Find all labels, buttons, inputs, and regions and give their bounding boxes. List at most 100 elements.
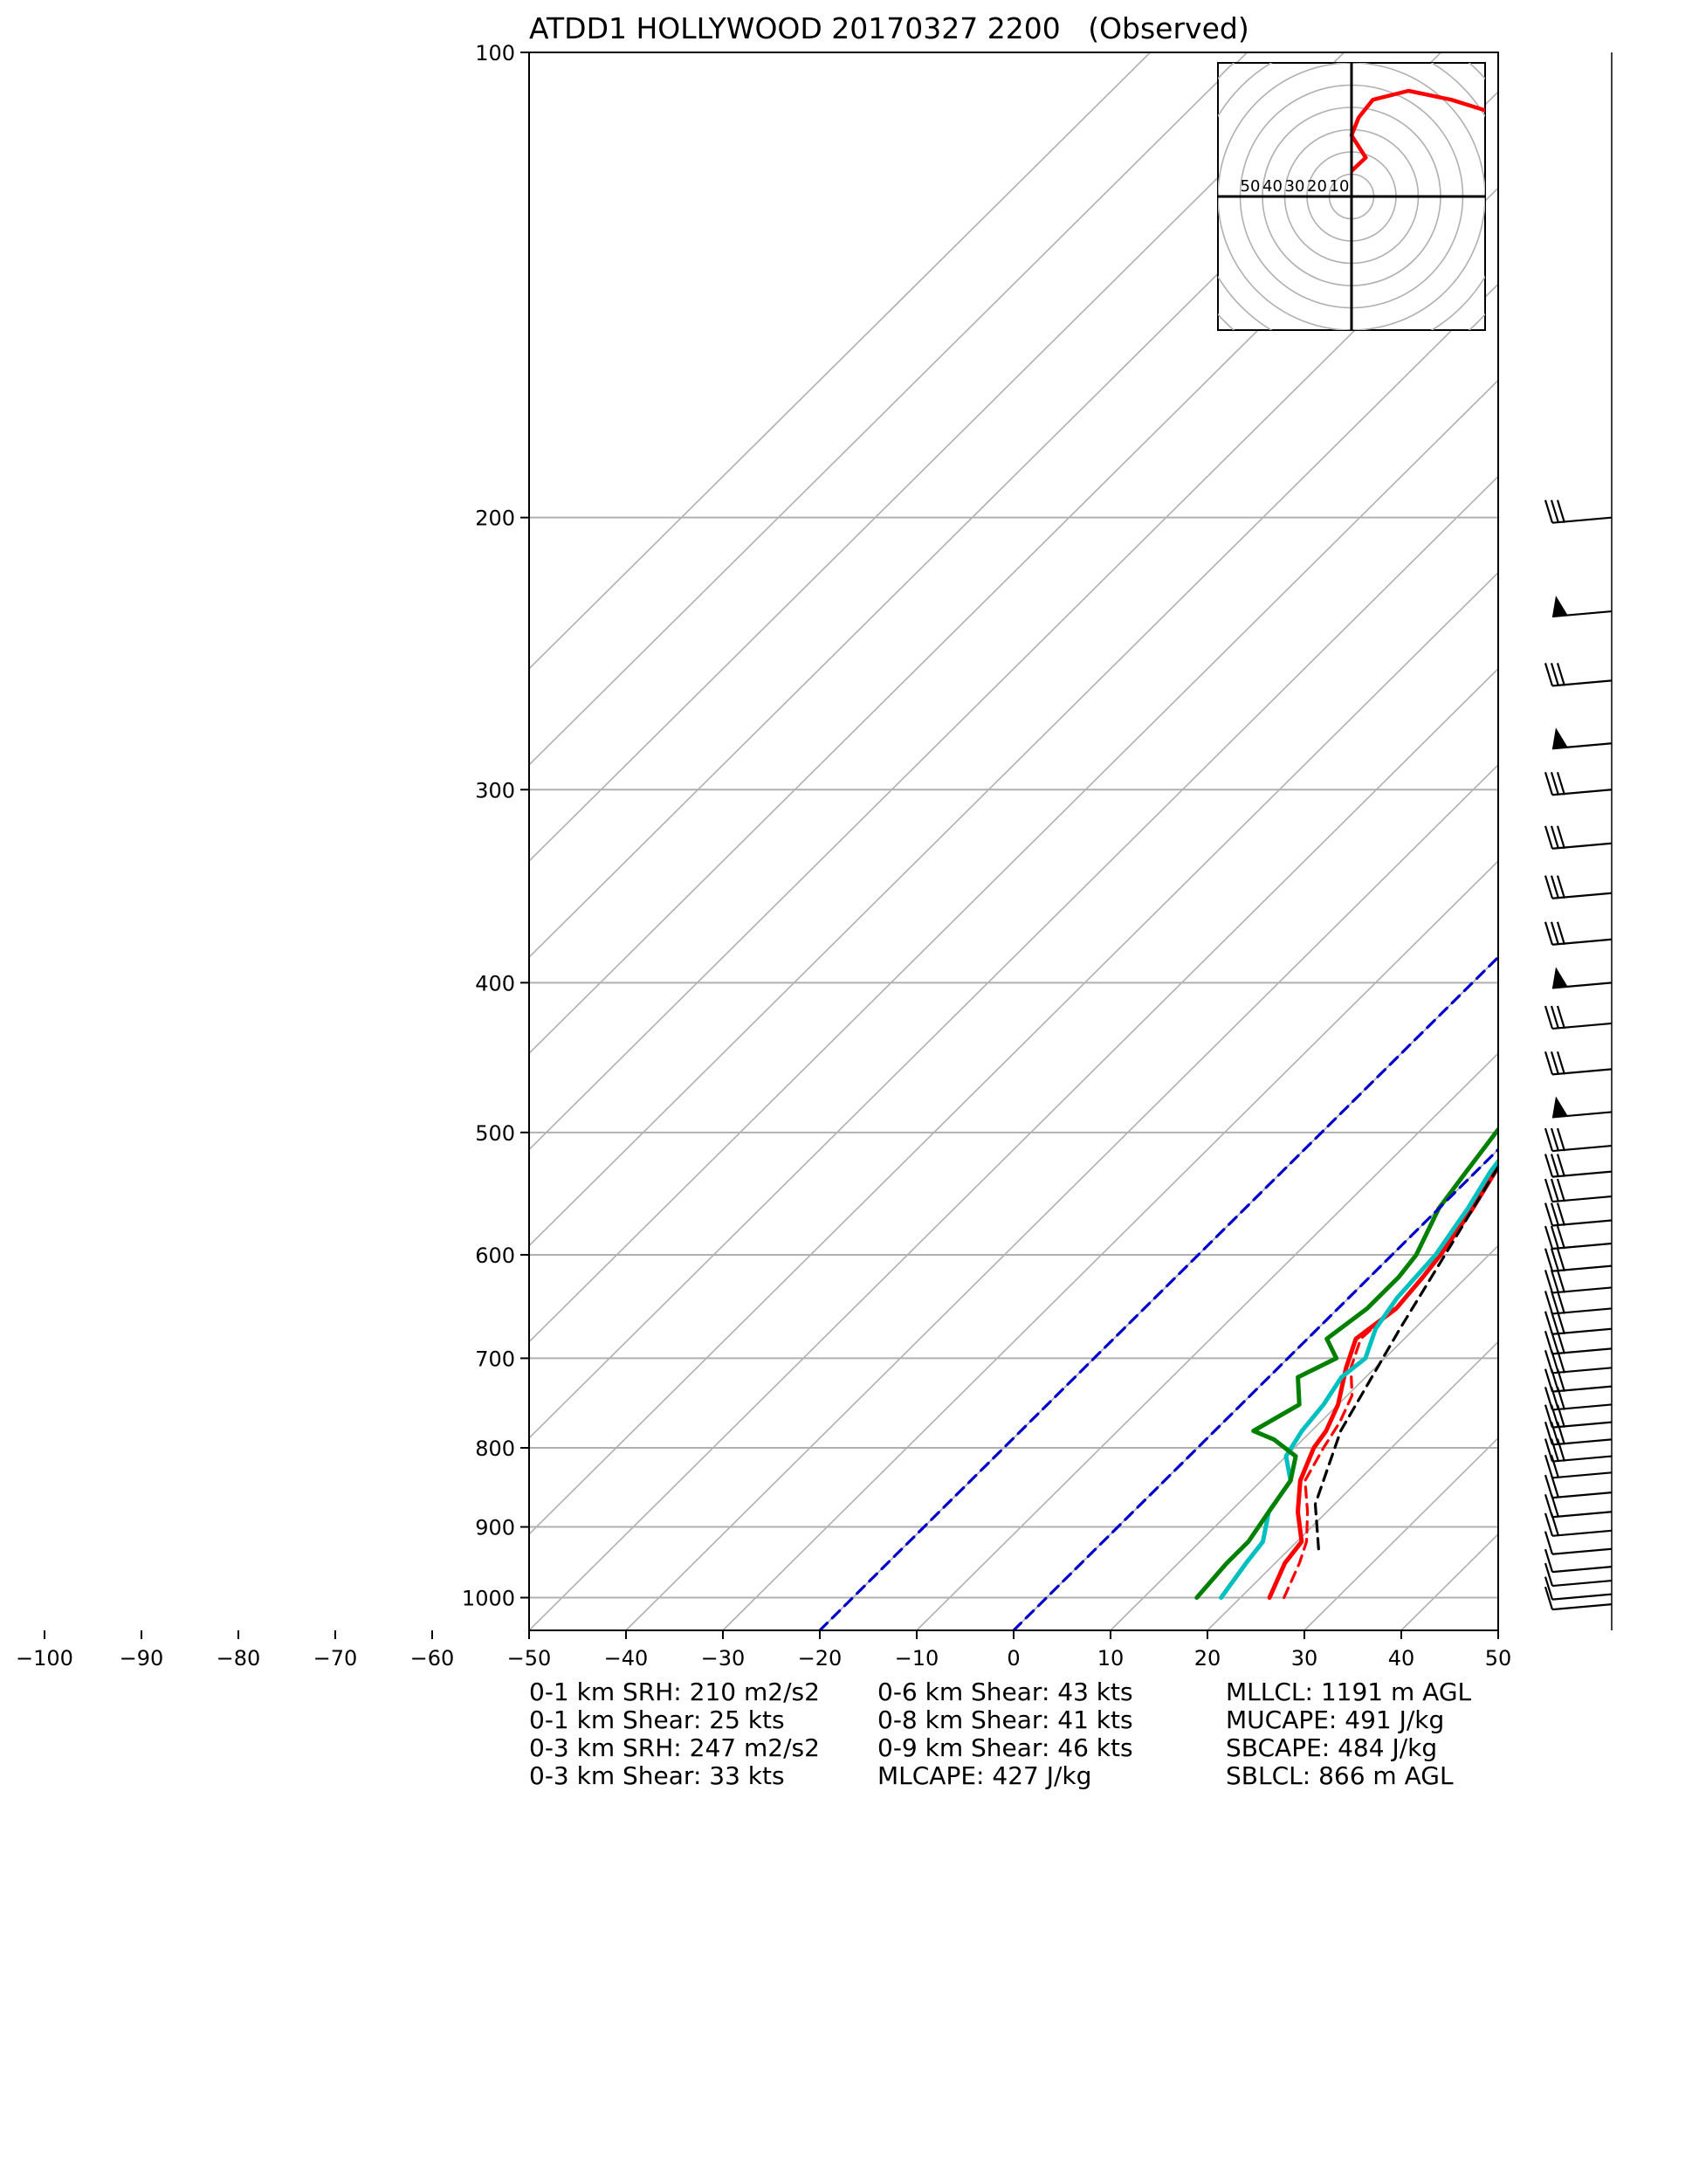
barb-shaft: [1551, 1170, 1613, 1178]
barb-shaft: [1551, 1385, 1613, 1393]
hodograph-trace-1: [1537, 100, 1622, 211]
barb-shaft: [1551, 1455, 1613, 1463]
barb-flag: [1544, 1562, 1554, 1587]
barb-shaft: [1551, 516, 1613, 524]
wind-barb: [1544, 1178, 1613, 1203]
pressure-tick-label: 800: [475, 1436, 515, 1461]
barb-shaft: [1551, 1327, 1613, 1335]
stats-column-2: 0-6 km Shear: 43 kts 0-8 km Shear: 41 kt…: [877, 1678, 1133, 1790]
barb-flag: [1550, 1248, 1560, 1271]
barb-flag: [1550, 771, 1560, 796]
barb-shaft: [1551, 938, 1613, 946]
barb-flag: [1550, 1270, 1560, 1293]
pressure-tick-label: 500: [475, 1121, 515, 1146]
wind-barb: [1544, 1005, 1613, 1030]
barb-flag: [1544, 1531, 1554, 1555]
barb-flag: [1544, 1586, 1554, 1610]
barb-shaft: [1551, 1403, 1613, 1411]
barb-pennant: [1552, 727, 1568, 749]
barb-shaft: [1551, 1195, 1613, 1203]
temperature-tick-label: −40: [604, 1646, 649, 1671]
barb-flag: [1550, 1225, 1560, 1250]
wind-barb: [1551, 596, 1613, 618]
wind-barb: [1544, 1586, 1613, 1611]
isotherm-gridline: [529, 667, 1498, 1630]
temperature-tick-label: 20: [1194, 1646, 1221, 1671]
barb-shaft: [1551, 1347, 1613, 1355]
isotherm-gridline: [529, 379, 1498, 1343]
profile-line-1: [1283, 1306, 1396, 1600]
barb-shaft: [1551, 892, 1613, 899]
barb-shaft: [1551, 1367, 1613, 1374]
barb-flag: [1550, 1311, 1560, 1335]
barb-flag: [1544, 1225, 1554, 1250]
barb-flag: [1550, 825, 1560, 850]
barb-flag: [1550, 1291, 1560, 1314]
barb-flag: [1556, 1311, 1566, 1335]
barb-flag: [1556, 1202, 1566, 1226]
barb-flag: [1544, 1311, 1554, 1335]
barb-shaft: [1551, 1547, 1613, 1555]
barb-shaft: [1551, 789, 1613, 796]
wind-barb: [1544, 1127, 1613, 1153]
barb-shaft: [1551, 1492, 1613, 1499]
barb-flag: [1556, 1349, 1566, 1374]
wind-barb: [1544, 1531, 1613, 1555]
barb-flag: [1550, 1202, 1560, 1226]
wind-barb: [1551, 727, 1613, 750]
barb-shaft: [1551, 1511, 1613, 1519]
barb-flag: [1556, 1154, 1566, 1177]
stat-line: 0-9 km Shear: 46 kts: [877, 1733, 1133, 1762]
isotherm-gridline: [529, 475, 1498, 1439]
barb-flag: [1544, 1005, 1554, 1030]
series-layer: [818, 954, 1498, 1630]
temperature-tick-label: −60: [410, 1646, 455, 1671]
pressure-tick-label: 300: [475, 778, 515, 803]
barb-flag: [1550, 921, 1560, 946]
temperature-tick-label: −70: [313, 1646, 358, 1671]
isotherm-gridline: [529, 52, 1248, 767]
wind-barb: [1544, 1311, 1613, 1335]
barb-flag: [1550, 1474, 1560, 1498]
temperature-tick-label: 50: [1485, 1646, 1512, 1671]
barb-shaft: [1551, 1421, 1613, 1429]
temperature-tick-label: −50: [507, 1646, 552, 1671]
hodograph-ring-label: 40: [1262, 177, 1283, 196]
barb-flag: [1556, 1438, 1566, 1462]
pressure-tick-label: 200: [475, 506, 515, 531]
barb-shaft: [1551, 1144, 1613, 1153]
temperature-tick-label: 30: [1291, 1646, 1318, 1671]
isotherm-gridline: [916, 1052, 1498, 1630]
wind-barb: [1544, 1154, 1613, 1178]
temperature-tick-label: −100: [16, 1646, 73, 1671]
barb-flag: [1544, 1474, 1554, 1498]
barb-flag: [1556, 1404, 1566, 1428]
temperature-tick-label: −10: [895, 1646, 939, 1671]
stat-line: 0-1 km SRH: 210 m2/s2: [529, 1678, 820, 1706]
barb-flag: [1544, 1202, 1554, 1226]
stat-line: 0-8 km Shear: 41 kts: [877, 1705, 1133, 1734]
wind-barb: [1544, 1512, 1613, 1537]
barb-shaft: [1551, 1219, 1613, 1227]
barb-flag: [1556, 875, 1566, 899]
barb-flag: [1550, 1154, 1560, 1177]
temperature-tick-label: −80: [217, 1646, 261, 1671]
wind-barb: [1544, 1202, 1613, 1227]
barb-flag: [1544, 499, 1554, 523]
wind-barb: [1544, 771, 1613, 796]
barb-flag: [1544, 825, 1554, 850]
isotherm-gridline: [1497, 1629, 1498, 1630]
barb-flag: [1544, 663, 1554, 686]
isotherm-gridline: [625, 763, 1498, 1630]
barb-shaft: [1551, 1603, 1613, 1611]
stat-line: MUCAPE: 491 J/kg: [1226, 1705, 1445, 1734]
wind-barb: [1544, 1331, 1613, 1355]
hodograph-ring-label: 20: [1307, 177, 1327, 196]
wind-barb: [1544, 875, 1613, 899]
barb-shaft: [1551, 1566, 1613, 1574]
wind-barb: [1544, 1291, 1613, 1315]
wind-barb: [1544, 1248, 1613, 1272]
isotherm-gridline: [529, 52, 1442, 959]
